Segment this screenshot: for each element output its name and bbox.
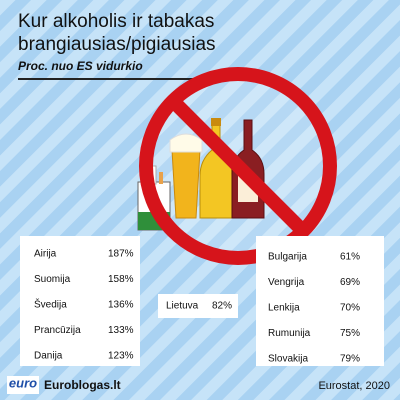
percentage: 61% bbox=[340, 252, 360, 263]
percentage: 187% bbox=[108, 249, 134, 260]
country: Airija bbox=[34, 249, 57, 260]
source: Eurostat, 2020 bbox=[318, 380, 390, 392]
country: Lenkija bbox=[268, 303, 300, 314]
country: Prancūzija bbox=[34, 325, 81, 336]
percentage: 158% bbox=[108, 274, 134, 285]
percentage: 136% bbox=[108, 300, 134, 311]
country: Vengrija bbox=[268, 277, 305, 288]
country: Rumunija bbox=[268, 328, 311, 339]
percentage: 123% bbox=[108, 351, 134, 362]
illustration bbox=[137, 67, 337, 265]
logo-box bbox=[7, 376, 39, 394]
percentage: 133% bbox=[108, 325, 134, 336]
logo: euro bbox=[9, 375, 37, 390]
country: Švedija bbox=[34, 298, 67, 311]
percentage: 82% bbox=[212, 301, 232, 312]
country: Slovakija bbox=[268, 354, 308, 365]
country: Lietuva bbox=[166, 301, 199, 312]
percentage: 69% bbox=[340, 277, 360, 288]
title: brangiausias/pigiausias bbox=[18, 34, 216, 55]
percentage: 79% bbox=[340, 354, 360, 365]
left-panel bbox=[20, 236, 140, 366]
center-panel bbox=[158, 294, 238, 318]
title: Kur alkoholis ir tabakas bbox=[18, 11, 214, 32]
country: Danija bbox=[34, 351, 63, 362]
country: Suomija bbox=[34, 274, 71, 285]
subtitle: Proc. nuo ES vidurkio bbox=[18, 59, 143, 73]
percentage: 75% bbox=[340, 328, 360, 339]
site: Euroblogas.lt bbox=[44, 378, 121, 392]
country: Bulgarija bbox=[268, 252, 307, 263]
right-panel bbox=[256, 236, 384, 366]
percentage: 70% bbox=[340, 303, 360, 314]
